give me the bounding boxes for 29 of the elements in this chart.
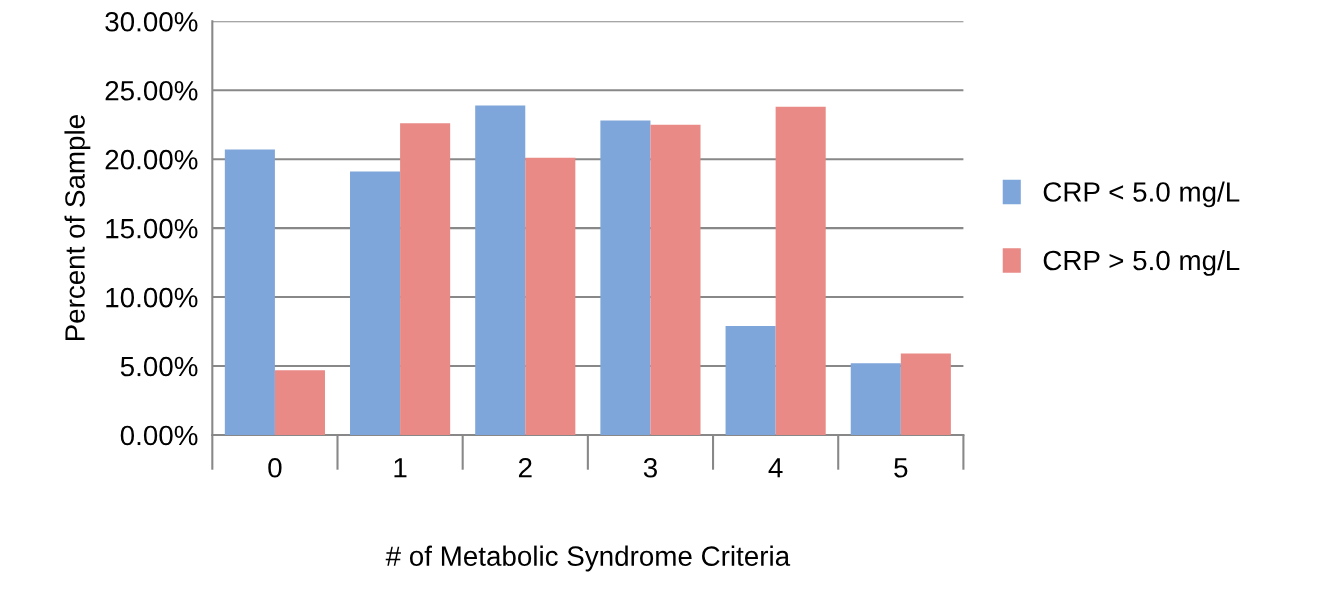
legend-label: CRP > 5.0 mg/L [1043,249,1240,276]
x-tick-label: 1 [394,458,407,478]
x-tick-label: 2 [518,457,532,478]
x-tick-label: 5 [894,458,908,478]
bar [725,326,776,435]
bar [600,120,651,435]
legend-label: CRP < 5.0 mg/L [1043,181,1240,208]
y-tick-label: 15.00% [106,218,198,239]
bar [775,106,826,435]
x-axis-title: # of Metabolic Syndrome Criteria [385,545,791,572]
x-tick-label: 3 [643,457,657,478]
bar [224,149,275,435]
bar [274,370,325,435]
bar [475,105,526,435]
y-tick-label: 20.00% [105,149,198,170]
bar [400,123,451,435]
bar [650,124,701,435]
y-tick-label: 0.00% [120,425,198,446]
bar [525,157,576,435]
y-tick-label: 5.00% [120,356,198,377]
bar [900,353,951,435]
y-tick-label: 10.00% [106,287,198,308]
x-tick-label: 4 [768,458,783,478]
x-tick-label: 0 [268,457,282,478]
y-tick-label: 25.00% [105,80,198,101]
bar [350,171,401,435]
bar [850,363,901,435]
y-axis-title: Percent of Sample [64,115,91,341]
y-tick-label: 30.00% [105,11,198,32]
